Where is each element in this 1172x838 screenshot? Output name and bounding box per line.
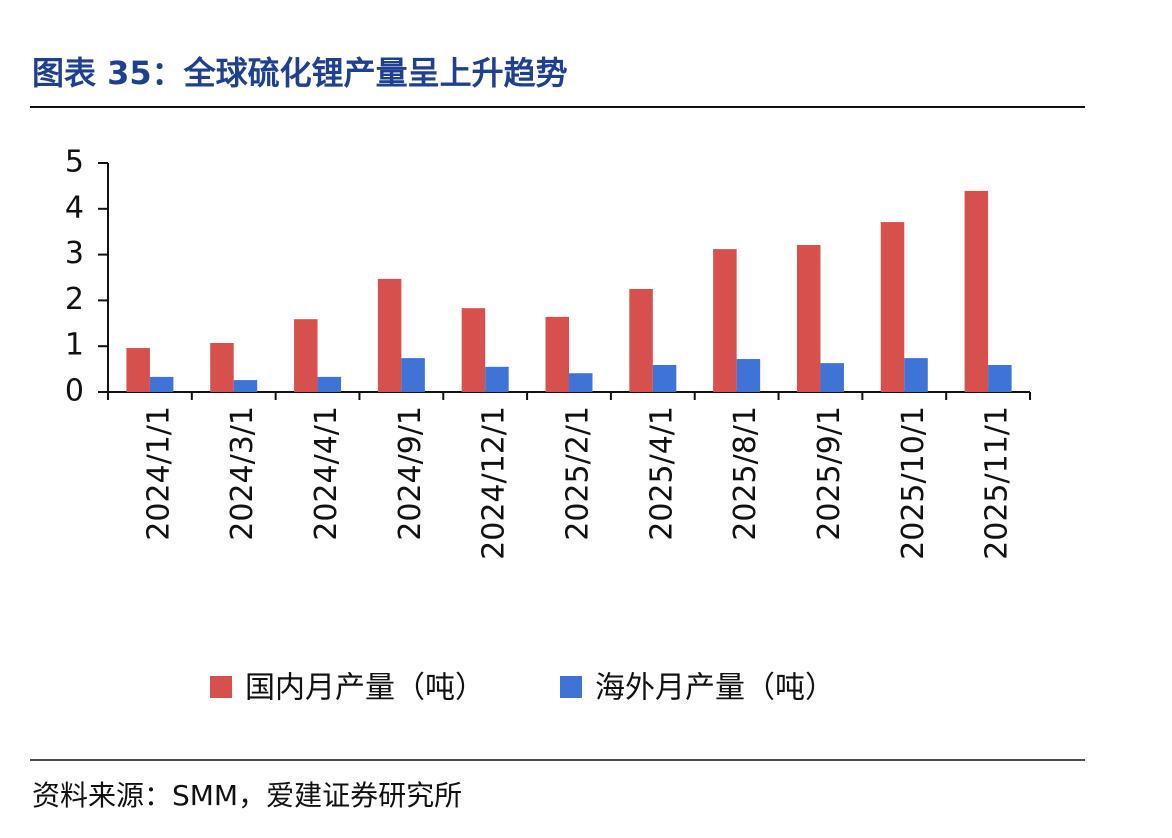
y-tick-label: 4 bbox=[65, 190, 84, 225]
x-tick-label: 2024/9/1 bbox=[393, 406, 428, 541]
bar bbox=[233, 380, 258, 392]
bar bbox=[294, 319, 318, 392]
legend-swatch bbox=[210, 676, 232, 698]
bar bbox=[820, 363, 844, 392]
bar bbox=[401, 358, 425, 392]
y-tick-label: 2 bbox=[65, 282, 84, 317]
x-tick-label: 2025/8/1 bbox=[728, 406, 763, 541]
chart-title: 图表 35：全球硫化锂产量呈上升趋势 bbox=[32, 54, 568, 92]
y-tick-label: 3 bbox=[65, 236, 84, 271]
bar bbox=[377, 278, 402, 392]
bar bbox=[461, 308, 486, 392]
bar bbox=[126, 348, 150, 392]
bar bbox=[736, 359, 761, 392]
x-tick-label: 2025/9/1 bbox=[812, 406, 847, 541]
bar bbox=[317, 376, 342, 392]
x-tick-label: 2024/1/1 bbox=[141, 406, 176, 541]
bar bbox=[569, 373, 593, 392]
x-tick-label: 2025/2/1 bbox=[561, 406, 596, 541]
y-tick-label: 0 bbox=[65, 374, 84, 409]
bar bbox=[545, 316, 569, 392]
y-tick-label: 5 bbox=[65, 145, 84, 180]
bar bbox=[796, 244, 821, 392]
bar bbox=[629, 288, 653, 392]
x-tick-label: 2025/10/1 bbox=[896, 406, 931, 560]
x-tick-label: 2024/3/1 bbox=[225, 406, 260, 541]
legend-label: 海外月产量（吨） bbox=[595, 671, 835, 706]
bar bbox=[988, 364, 1012, 392]
bar bbox=[485, 366, 509, 392]
bar bbox=[149, 376, 174, 392]
x-tick-label: 2025/11/1 bbox=[980, 406, 1015, 560]
bar bbox=[904, 358, 928, 392]
bar bbox=[652, 364, 677, 392]
legend-label: 国内月产量（吨） bbox=[245, 671, 485, 706]
x-tick-label: 2024/4/1 bbox=[309, 406, 344, 541]
x-tick-label: 2025/4/1 bbox=[644, 406, 679, 541]
bar bbox=[713, 249, 737, 392]
legend-swatch bbox=[560, 676, 582, 698]
bar bbox=[964, 190, 989, 392]
x-tick-label: 2024/12/1 bbox=[477, 406, 512, 560]
source-note: 资料来源：SMM，爱建证券研究所 bbox=[32, 779, 462, 812]
bar bbox=[210, 342, 234, 392]
bar bbox=[880, 222, 905, 392]
y-tick-label: 1 bbox=[65, 328, 84, 363]
